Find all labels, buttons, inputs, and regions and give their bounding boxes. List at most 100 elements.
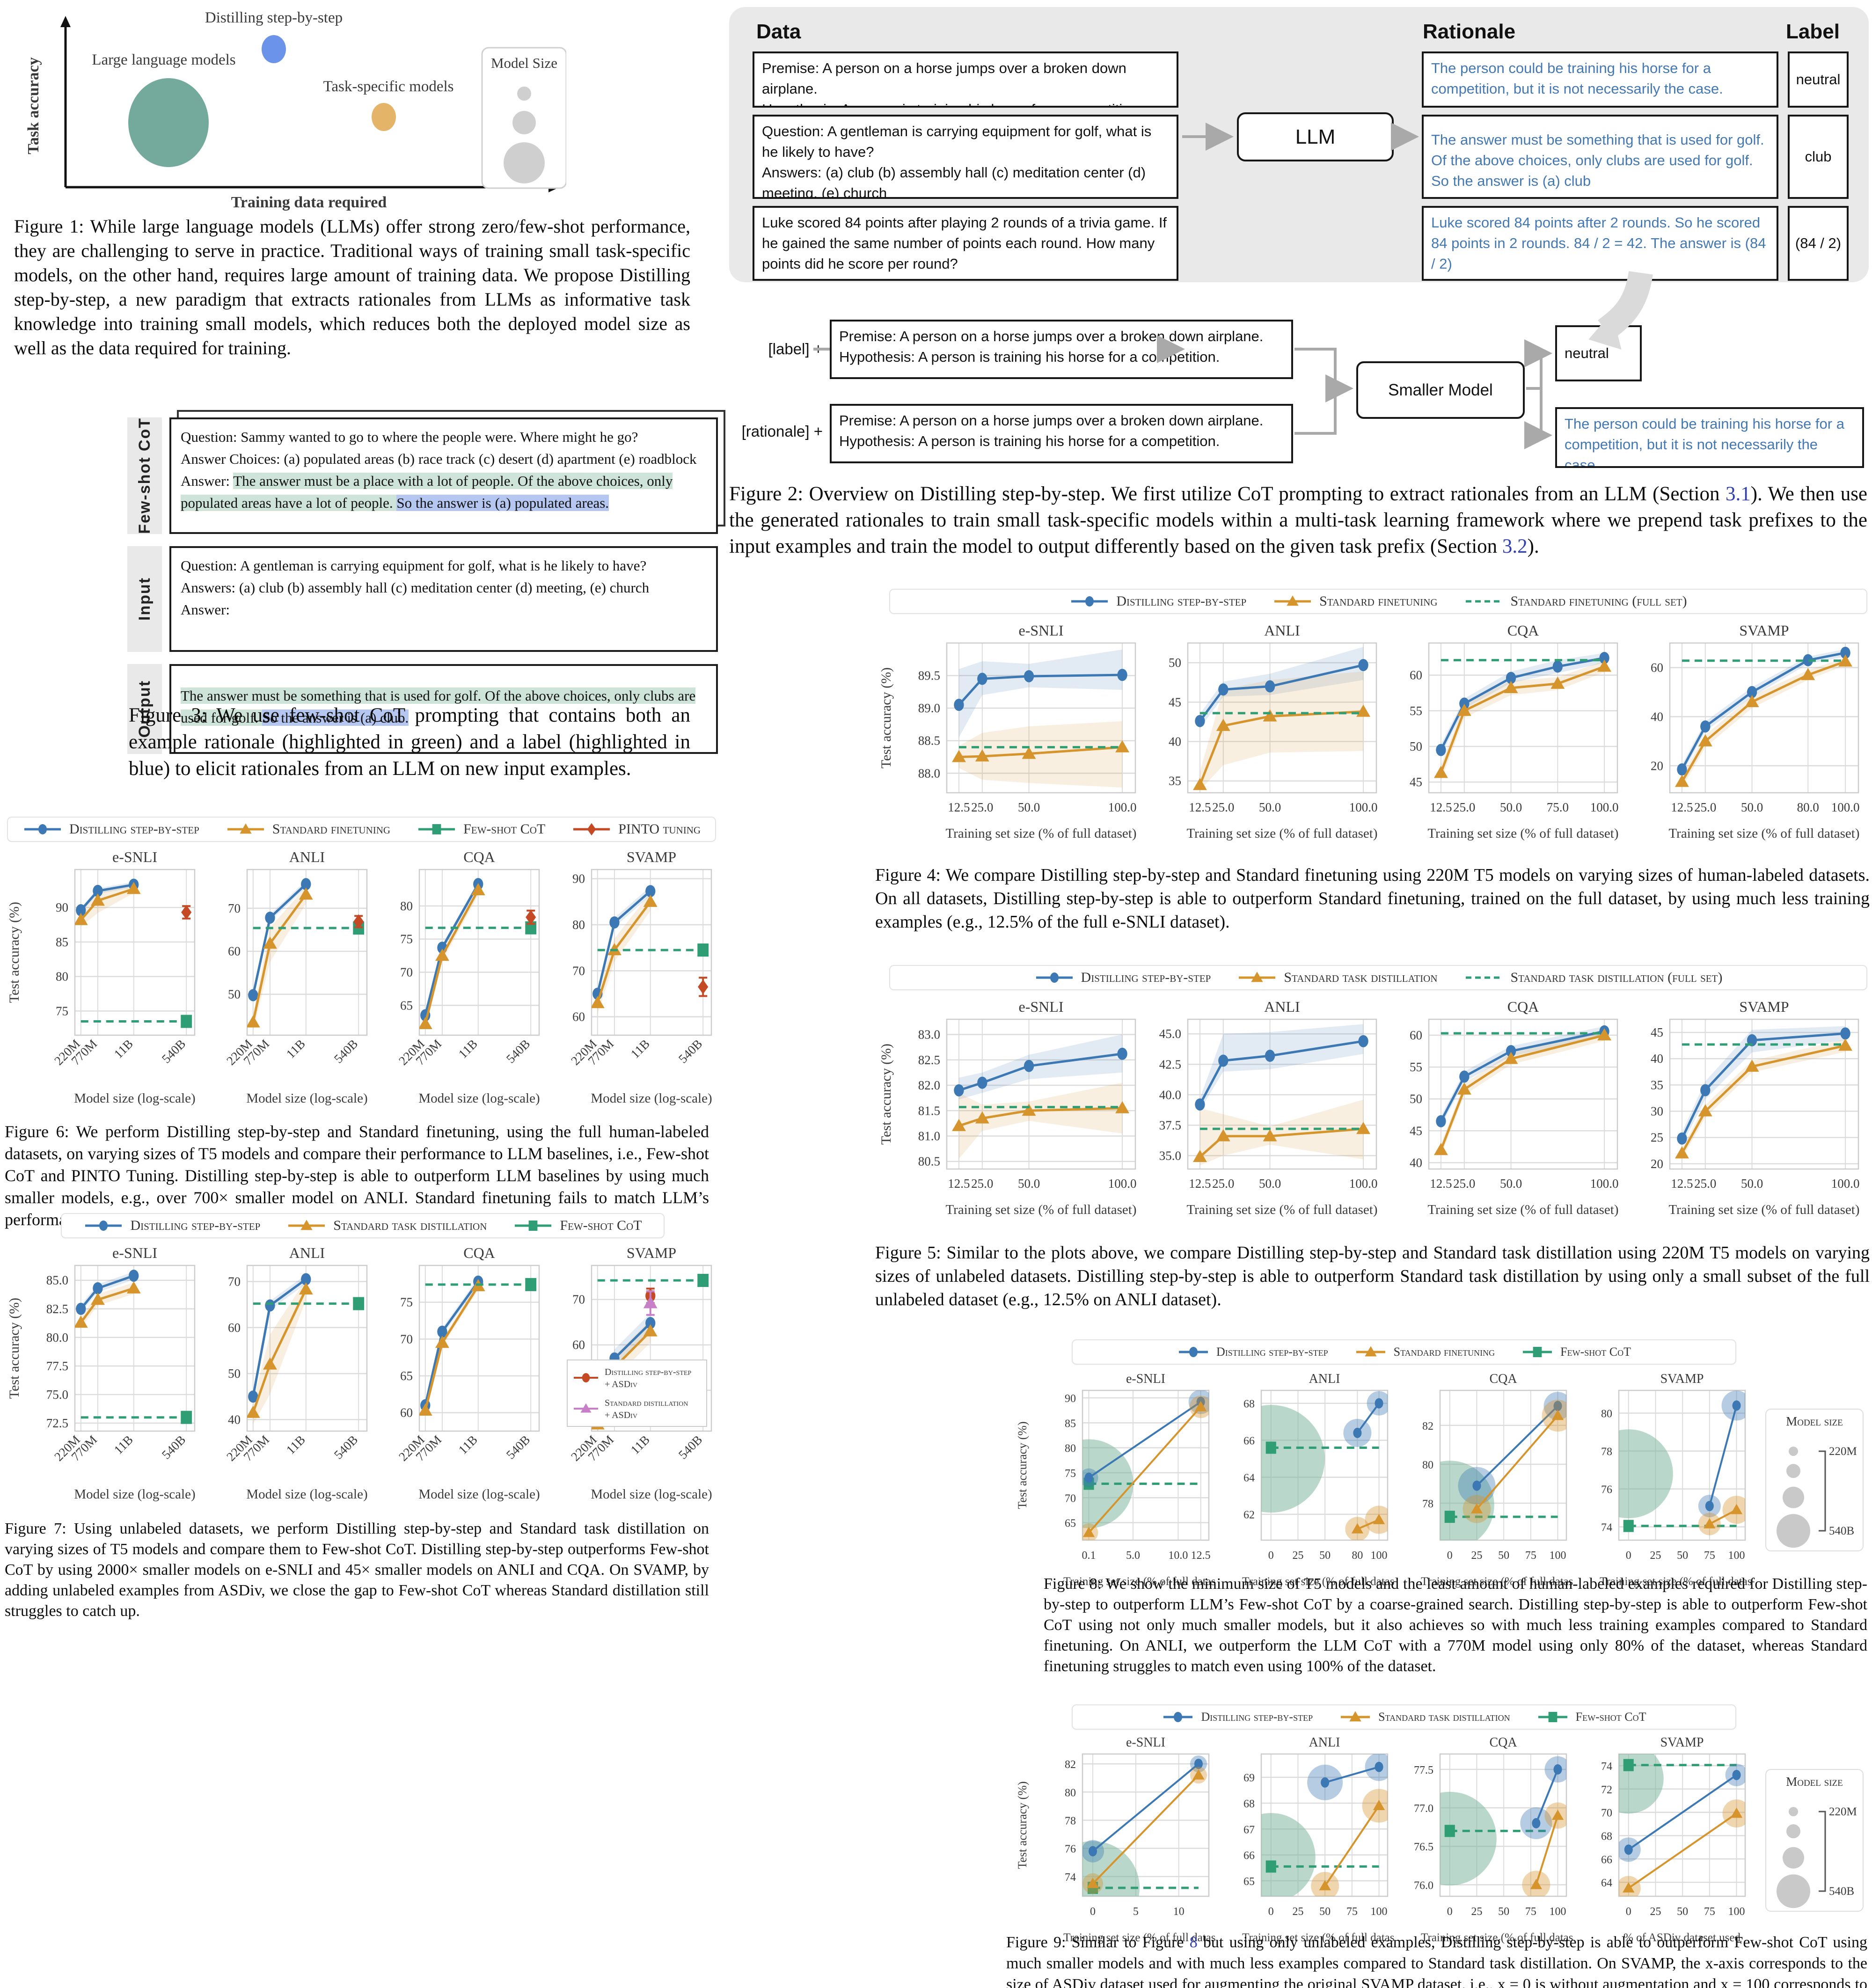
legend-item: Standard task distillation (1237, 970, 1438, 986)
section-ref-link[interactable]: 3.1 (1725, 483, 1751, 505)
svg-text:88.0: 88.0 (918, 766, 940, 780)
figure3-row-input: Input Question: A gentleman is carrying e… (127, 546, 718, 652)
highlighted-text: So the answer is (a) club. (262, 709, 409, 726)
legend-item: Distilling step-by-step (1069, 593, 1246, 609)
rationale-box: The answer must be something that is use… (1422, 115, 1778, 199)
legend-label: Distilling step-by-step (1201, 1710, 1313, 1724)
figure3-tab: Output (127, 664, 162, 754)
svg-text:82: 82 (1422, 1420, 1433, 1433)
svg-text:11B: 11B (111, 1433, 136, 1457)
figure7-charts: 72.5 75.0 77.5 80.0 82.5 85.0 220M 770M 11B 540B e… (6, 1244, 718, 1506)
svg-text:70: 70 (572, 964, 585, 978)
svg-text:50: 50 (228, 987, 241, 1001)
legend-item: Few-shot CoT (1536, 1709, 1646, 1725)
svg-text:75: 75 (1525, 1906, 1536, 1918)
svg-text:0: 0 (1090, 1906, 1096, 1918)
svg-text:50.0: 50.0 (1500, 800, 1522, 814)
triangle-legend-marker-icon (227, 823, 264, 834)
svg-text:75.0: 75.0 (46, 1388, 68, 1402)
svg-text:Model size (log-scale): Model size (log-scale) (74, 1091, 195, 1106)
svg-text:50.0: 50.0 (1018, 800, 1040, 814)
svg-text:10: 10 (1173, 1906, 1185, 1918)
legend-box: Distilling step-by-step Standard task dis… (1072, 1704, 1736, 1730)
svg-text:0: 0 (1447, 1906, 1453, 1918)
svg-text:50.0: 50.0 (1018, 1177, 1040, 1191)
fig7-chart-svamp: 506070220M770M11B540BSVAMPModel size (lo… (567, 1244, 712, 1502)
svg-text:82.5: 82.5 (46, 1302, 68, 1316)
svg-text:66: 66 (1601, 1854, 1612, 1866)
svg-text:75: 75 (1525, 1549, 1536, 1562)
legend-item: Few-shot CoT (513, 1218, 642, 1234)
svg-text:% of ASDiv dataset used: % of ASDiv dataset used (1623, 1931, 1740, 1944)
svg-text:55: 55 (1410, 704, 1422, 718)
svg-text:Training set size (% of full d: Training set size (% of full dataset) (1668, 1202, 1859, 1217)
svg-text:Model size (log-scale): Model size (log-scale) (246, 1091, 367, 1106)
svg-text:+ ASDiv: + ASDiv (605, 1379, 637, 1389)
svg-text:Training data required: Training data required (231, 194, 387, 211)
fig8-chart-svamp: 74 76 78 80 0 25 50 75 100 SVAMP Training set size… (1600, 1372, 1752, 1588)
svg-text:Model size (log-scale): Model size (log-scale) (591, 1091, 712, 1106)
svg-text:540B: 540B (676, 1433, 705, 1462)
svg-text:37.5: 37.5 (1159, 1118, 1181, 1132)
svg-text:65: 65 (1065, 1518, 1076, 1530)
svg-text:50: 50 (1677, 1549, 1688, 1562)
svg-text:Task accuracy: Task accuracy (25, 57, 42, 154)
figure2-arrows (729, 7, 1869, 475)
section-ref-link[interactable]: 3.2 (1502, 535, 1528, 557)
svg-text:40.0: 40.0 (1159, 1088, 1181, 1102)
figure3-row-few-shot-cot: Few-shot CoT Question: Sammy wanted to go… (127, 417, 718, 534)
svg-text:SVAMP: SVAMP (1660, 1372, 1704, 1386)
svg-text:35.0: 35.0 (1159, 1148, 1181, 1162)
svg-text:50: 50 (1410, 739, 1422, 753)
svg-text:78: 78 (1601, 1446, 1612, 1458)
svg-text:100.0: 100.0 (1831, 1177, 1860, 1191)
svg-text:0.1: 0.1 (1082, 1549, 1096, 1562)
svg-text:100.0: 100.0 (1590, 800, 1619, 814)
svg-text:62: 62 (1243, 1509, 1255, 1521)
svg-text:74: 74 (1065, 1871, 1076, 1884)
svg-text:60: 60 (1651, 660, 1663, 674)
svg-text:42.5: 42.5 (1159, 1057, 1181, 1071)
svg-text:50.0: 50.0 (1259, 1177, 1281, 1191)
svg-text:540B: 540B (504, 1433, 533, 1462)
svg-text:Training set size (% of full d: Training set size (% of full dataset) (945, 826, 1136, 841)
svg-text:Training set size (% of full d: Training set size (% of full dataset) (1421, 1931, 1573, 1944)
legend-label: Distilling step-by-step (1081, 970, 1211, 985)
svg-text:0: 0 (1268, 1906, 1274, 1918)
svg-text:25.0: 25.0 (1212, 1177, 1234, 1191)
svg-text:76: 76 (1601, 1484, 1612, 1496)
svg-text:12.5: 12.5 (1430, 1177, 1452, 1191)
svg-text:69: 69 (1243, 1772, 1255, 1784)
svg-text:CQA: CQA (1507, 622, 1539, 639)
svg-text:40: 40 (228, 1412, 241, 1426)
legend-item: Few-shot CoT (1521, 1344, 1631, 1360)
legend-label: Standard finetuning (full set) (1510, 593, 1687, 609)
figure8-legend: Distilling step-by-step Standard finetuni… (1072, 1339, 1736, 1365)
svg-text:+ ASDiv: + ASDiv (605, 1410, 637, 1420)
svg-text:25: 25 (1292, 1549, 1303, 1562)
svg-text:70: 70 (572, 1293, 585, 1307)
svg-text:75: 75 (56, 1004, 68, 1018)
square-legend-marker-icon (1523, 1347, 1552, 1357)
dash-legend-marker-icon (1465, 600, 1502, 603)
svg-text:45: 45 (1169, 695, 1181, 709)
figure2-caption: Figure 2: Overview on Distilling step-by… (729, 481, 1867, 560)
svg-text:CQA: CQA (1489, 1735, 1517, 1750)
fig8-chart-anli: 62 64 66 68 0 25 50 80 100 ANLI Training set size … (1242, 1372, 1394, 1588)
svg-text:Test accuracy (%): Test accuracy (%) (7, 1298, 22, 1399)
svg-text:20: 20 (1651, 1157, 1663, 1171)
figure3-caption: Figure 3: We use few-shot CoT prompting … (129, 704, 690, 780)
svg-text:220M: 220M (1829, 1805, 1857, 1818)
svg-text:82: 82 (1065, 1759, 1076, 1771)
legend-label: Distilling step-by-step (1116, 593, 1247, 609)
legend-item: Distilling step-by-step (1177, 1344, 1328, 1360)
svg-text:85.0: 85.0 (46, 1273, 68, 1287)
legend-label: Standard task distillation (full set) (1510, 970, 1723, 985)
fig5-chart-cqa: 40 45 50 55 60 12.5 25.0 50.0 100.0 CQA Training s… (1410, 998, 1619, 1217)
svg-text:74: 74 (1601, 1761, 1612, 1773)
svg-text:SVAMP: SVAMP (1739, 998, 1789, 1015)
section-ref-link[interactable]: 8 (1189, 1934, 1198, 1951)
label-box: (84 / 2) (1788, 206, 1849, 281)
